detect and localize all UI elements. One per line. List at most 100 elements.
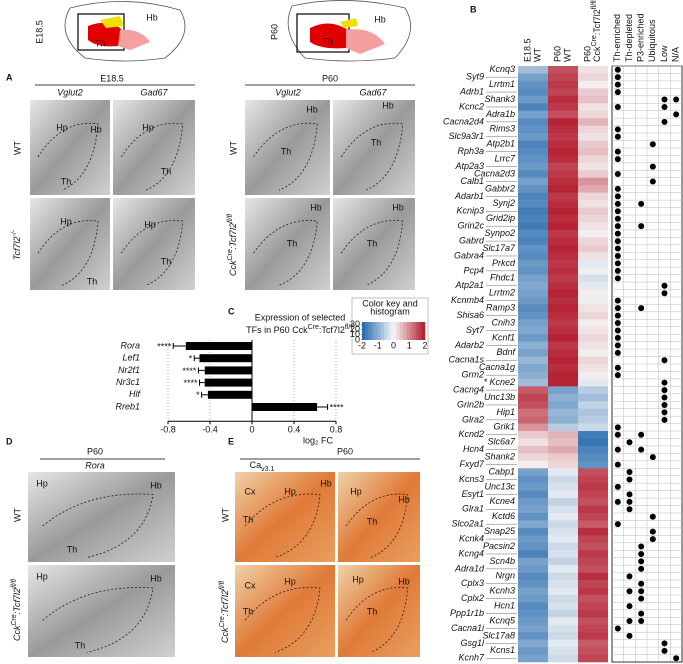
panel-label: Th bbox=[323, 36, 334, 46]
heatmap-cell bbox=[518, 378, 548, 387]
heatmap-cell bbox=[578, 237, 608, 246]
panel-label: CckCre:Tcf7l2fl/fl bbox=[11, 579, 22, 641]
membership-dot bbox=[614, 461, 621, 468]
bar bbox=[199, 354, 252, 363]
membership-dot bbox=[661, 118, 668, 125]
membership-dot bbox=[638, 558, 645, 565]
membership-dot bbox=[661, 290, 668, 297]
gene-label: Kcnc2 bbox=[459, 101, 484, 111]
gene-label: Slco2a1 bbox=[451, 519, 484, 529]
heatmap-cell bbox=[578, 535, 608, 544]
heatmap-cell bbox=[548, 162, 578, 171]
membership-dot bbox=[626, 469, 633, 476]
membership-dot bbox=[614, 297, 621, 304]
membership-dot bbox=[661, 357, 668, 364]
panel-label: Th bbox=[367, 606, 378, 616]
schematic-e185 bbox=[64, 1, 186, 62]
heatmap-cell bbox=[548, 155, 578, 164]
heatmap-cell bbox=[578, 483, 608, 491]
x-axis-label: log₂ FC bbox=[303, 436, 334, 446]
region-outline bbox=[120, 122, 184, 191]
gene-label: Grid2ip bbox=[486, 213, 515, 223]
heatmap-cell bbox=[578, 334, 608, 342]
membership-dot bbox=[626, 498, 633, 505]
heatmap-cell bbox=[548, 632, 578, 640]
heatmap-cell bbox=[548, 468, 578, 477]
heatmap-cell bbox=[578, 632, 608, 640]
gene-label: Adrb1 bbox=[459, 86, 484, 96]
heatmap-cell bbox=[578, 587, 608, 596]
heatmap-cell bbox=[548, 259, 578, 268]
panel-label: Th bbox=[67, 544, 78, 554]
gene-label: Cacna1i bbox=[451, 623, 485, 633]
heatmap-cell bbox=[518, 267, 548, 275]
heatmap-cell bbox=[548, 364, 578, 372]
panel-label: Hp bbox=[284, 576, 296, 586]
heatmap-cell bbox=[518, 572, 548, 581]
heatmap-cell bbox=[548, 594, 578, 603]
membership-header: Low bbox=[659, 45, 669, 62]
membership-dot bbox=[638, 446, 645, 453]
colorkey-swatch bbox=[380, 322, 385, 340]
region-outline bbox=[340, 122, 404, 191]
panel-label: WT bbox=[12, 141, 22, 155]
membership-header: P3-enriched bbox=[636, 13, 646, 62]
heatmap-cell bbox=[548, 460, 578, 469]
heatmap-cell bbox=[578, 66, 608, 74]
heatmap-cell bbox=[578, 565, 608, 573]
micrograph bbox=[338, 565, 420, 657]
region-outline bbox=[37, 122, 99, 191]
text-part: :Tcf7l2 bbox=[319, 325, 345, 335]
panel-label: WT bbox=[12, 508, 22, 522]
heatmap-cell bbox=[578, 140, 608, 149]
panel-label: Hb bbox=[392, 202, 404, 212]
gene-label: Cacng4 bbox=[453, 384, 484, 394]
gene-label: Lrrtm1 bbox=[489, 79, 515, 89]
gene-label: Cplx2 bbox=[461, 593, 484, 603]
text-part: Tcf7l2 bbox=[12, 236, 22, 260]
heatmap-cell bbox=[548, 73, 578, 82]
gene-label: Cabp1 bbox=[488, 466, 515, 476]
panel-label: WT bbox=[228, 141, 238, 155]
membership-dot bbox=[626, 439, 633, 446]
gene-label: Kcnh3 bbox=[489, 586, 515, 596]
heatmap-cell bbox=[578, 274, 608, 283]
heatmap-cell bbox=[578, 267, 608, 275]
panel-label: P60 bbox=[322, 73, 338, 83]
panel-label: Vglut2 bbox=[275, 87, 301, 97]
heatmap-cell bbox=[518, 162, 548, 171]
text-part: Ca bbox=[250, 460, 262, 470]
heatmap-cell bbox=[578, 527, 608, 536]
panel-label: P60 bbox=[269, 24, 279, 40]
membership-dot bbox=[614, 230, 621, 237]
gene-label: Pcp4 bbox=[463, 265, 484, 275]
gene-label: Cacna1s bbox=[448, 355, 484, 365]
heatmap-cell bbox=[578, 95, 608, 104]
heatmap-cell bbox=[548, 520, 578, 529]
gene-label: Rims3 bbox=[489, 124, 515, 134]
gene-label: Syt7 bbox=[466, 325, 485, 335]
colorkey-swatch bbox=[384, 322, 388, 340]
heatmap-cell bbox=[518, 490, 548, 499]
membership-dot bbox=[614, 424, 621, 431]
gene-label: Kcns3 bbox=[459, 474, 484, 484]
panel-label: C bbox=[228, 306, 235, 316]
heatmap-cell bbox=[548, 88, 578, 97]
membership-dot bbox=[614, 215, 621, 222]
panel-label: Th bbox=[95, 38, 106, 48]
heatmap-cell bbox=[578, 654, 608, 663]
membership-dot bbox=[661, 401, 668, 408]
panel-label: Th bbox=[367, 238, 378, 248]
heatmap-cell bbox=[518, 498, 548, 506]
panel-label: Gad67 bbox=[359, 87, 387, 97]
text-part: Cre bbox=[591, 35, 598, 46]
gene-label: Gabbr2 bbox=[485, 183, 515, 193]
colorkey-swatch bbox=[412, 322, 416, 340]
membership-dot bbox=[638, 305, 645, 312]
micrograph bbox=[245, 100, 330, 195]
micrograph bbox=[333, 100, 415, 195]
panel-label: Gad67 bbox=[140, 87, 168, 97]
heatmap-cell bbox=[548, 170, 578, 179]
significance: **** bbox=[182, 366, 197, 376]
gene-label: Kcnk4 bbox=[459, 533, 484, 543]
